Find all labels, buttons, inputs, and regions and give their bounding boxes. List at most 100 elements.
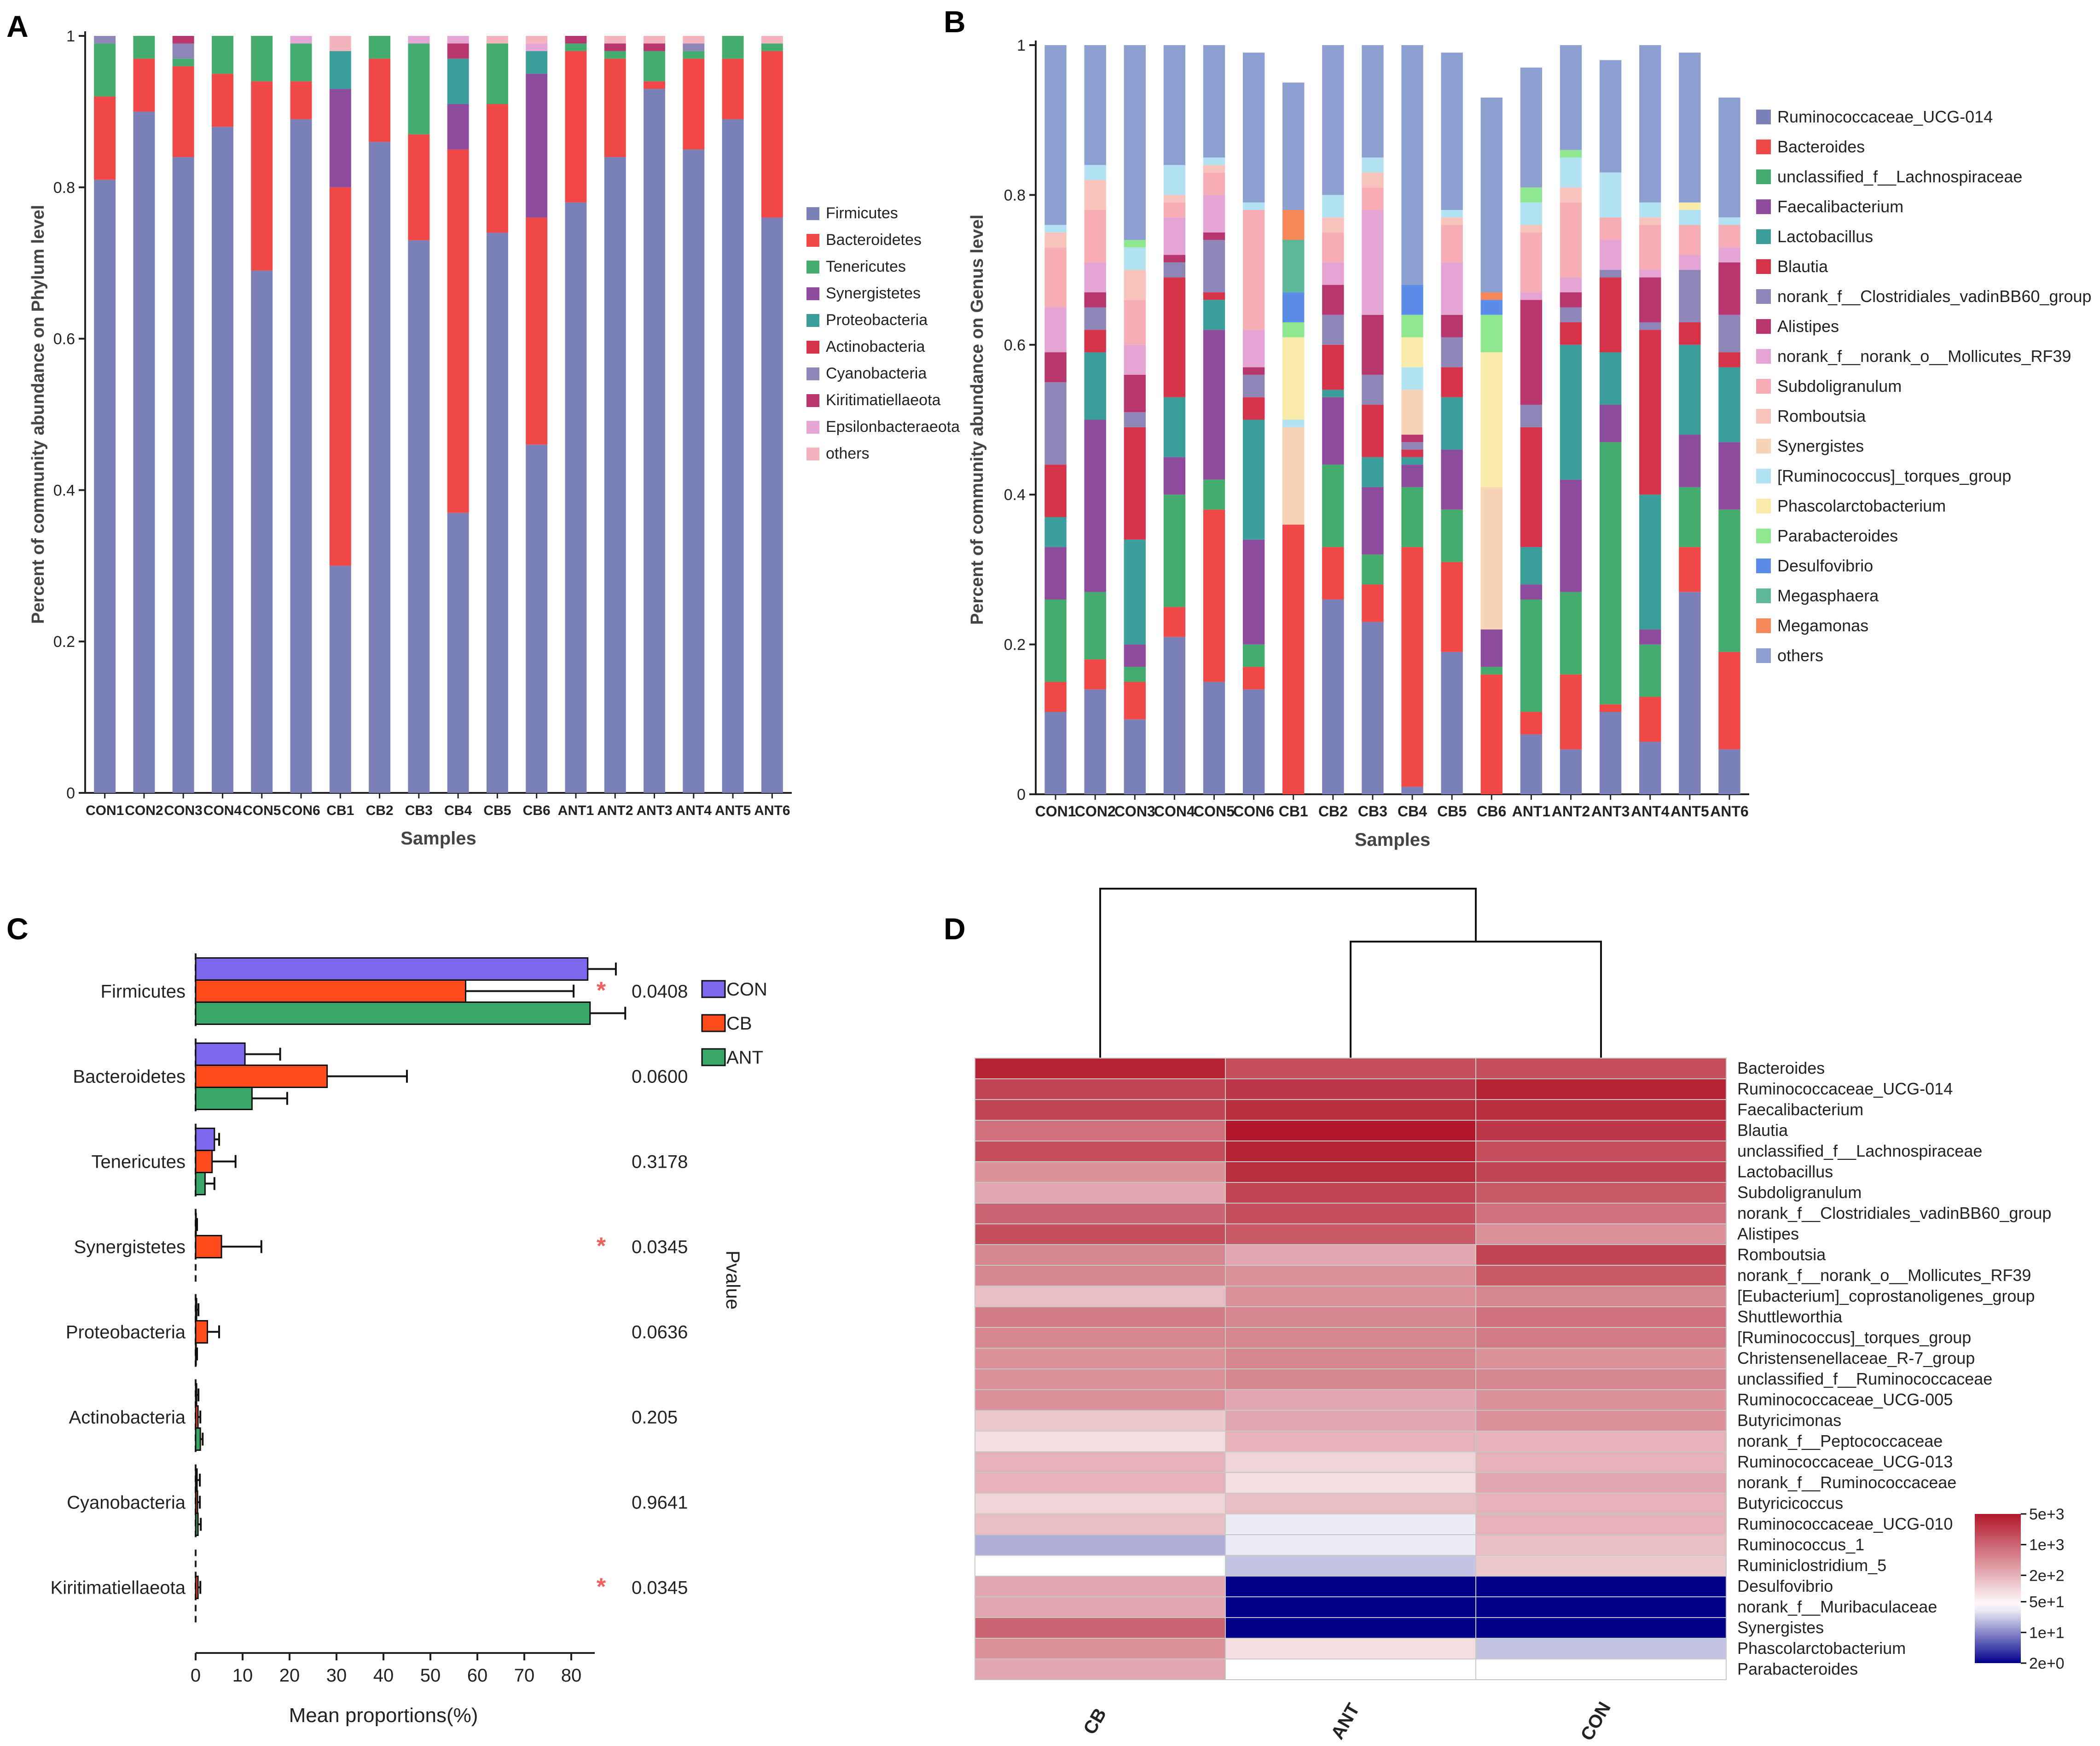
bar-segment-ant1-faecalibacterium: [1520, 584, 1543, 599]
x-tick-label-ant6: ANT6: [1710, 803, 1749, 820]
bar-segment-con3-kiritimatiellaeota: [172, 36, 194, 44]
heatmap-cell-butyricimonas-con: [1475, 1410, 1727, 1432]
legend-swatch-megamonas: [1756, 618, 1771, 633]
row-label-synergistes: Synergistes: [1737, 1618, 1824, 1637]
legend-label-faecalibacterium: Faecalibacterium: [1777, 197, 1903, 216]
bar-segment-ant4-unclassified-f-lachnospiraceae: [1639, 644, 1661, 697]
x-tick-label-cb5: CB5: [483, 803, 511, 818]
legend-label-epsilonbacteraeota: Epsilonbacteraeota: [826, 418, 960, 436]
heatmap-cell-ruminococcaceae-ucg-005-con: [1475, 1389, 1727, 1411]
y-tick-label: 0.4: [53, 482, 75, 499]
bar-segment-ant4-faecalibacterium: [1639, 629, 1661, 645]
legend-swatch-others: [806, 448, 819, 460]
heatmap-cell-blautia-cb: [975, 1120, 1226, 1141]
bar-segment-con3-others: [1124, 45, 1146, 240]
y-tick-label: 0.6: [1004, 337, 1026, 354]
category-label-firmicutes: Firmicutes: [101, 982, 186, 1002]
bar-segment-cb3-firmicutes: [408, 240, 430, 793]
heatmap-cell-norank-f-clostridiales-vadinbb60-group-con: [1475, 1203, 1727, 1224]
bar-segment-con1-firmicutes: [94, 180, 116, 793]
column-label-ant: ANT: [1327, 1700, 1363, 1743]
bar-segment-ant3-firmicutes: [644, 89, 665, 793]
heatmap-cell-bacteroides-ant: [1225, 1058, 1476, 1079]
heatmap-cell-shuttleworthia-ant: [1225, 1306, 1476, 1328]
bar-segment-con1-faecalibacterium: [1044, 547, 1067, 599]
bar-segment-con1-ruminococcaceae-ucg-014: [1044, 712, 1067, 794]
legend-label-desulfovibrio: Desulfovibrio: [1777, 556, 1873, 575]
bar-segment-cb4-parabacteroides: [1401, 314, 1423, 338]
panel-label-a: A: [6, 9, 29, 43]
bar-segment-ant4-norank-f-norank-o-mollicutes-rf39: [1639, 270, 1661, 278]
bar-segment-con3-bacteroidetes: [172, 66, 194, 157]
row-label-alistipes: Alistipes: [1737, 1224, 1799, 1243]
bar-segment-con5-ruminococcaceae-ucg-014: [1203, 681, 1225, 794]
bar-segment-cb4-lactobacillus: [1401, 457, 1423, 465]
x-tick-label-con1: CON1: [1035, 803, 1076, 820]
bar-segment-ant4-ruminococcus-torques-group: [1639, 202, 1661, 218]
bar-segment-ant2-parabacteroides: [1560, 150, 1582, 158]
category-label-proteobacteria: Proteobacteria: [66, 1322, 186, 1343]
row-label-bacteroides: Bacteroides: [1737, 1059, 1825, 1077]
heatmap-cell-phascolarctobacterium-cb: [975, 1638, 1226, 1659]
heatmap-cell-unclassified-f-lachnospiraceae-ant: [1225, 1141, 1476, 1162]
bar-segment-ant2-norank-f-norank-o-mollicutes-rf39: [1560, 277, 1582, 292]
bar-cyanobacteria-cb: [195, 1490, 198, 1514]
bar-segment-ant5-others: [1679, 52, 1701, 203]
y-tick-label: 1: [1017, 37, 1026, 54]
row-label-parabacteroides: Parabacteroides: [1737, 1659, 1858, 1678]
heatmap-cell-ruminiclostridium-5-cb: [975, 1555, 1226, 1577]
bar-segment-cb4-ruminococcaceae-ucg-014: [1401, 786, 1423, 794]
bar-segment-con5-unclassified-f-lachnospiraceae: [1203, 479, 1225, 510]
heatmap-cell-ruminococcaceae-ucg-010-ant: [1225, 1513, 1476, 1535]
category-label-tenericutes: Tenericutes: [91, 1152, 186, 1172]
bar-segment-con3-romboutsia: [1124, 270, 1146, 300]
x-tick-label-cb4: CB4: [1398, 803, 1427, 820]
bar-segment-cb4-bacteroidetes: [447, 149, 469, 513]
bar-segment-ant6-bacteroides: [1718, 652, 1740, 750]
x-tick-label-cb3: CB3: [405, 803, 433, 818]
x-tick-label-con3: CON3: [1114, 803, 1155, 820]
heatmap-cell-ruminococcaceae-ucg-014-ant: [1225, 1078, 1476, 1100]
heatmap-cell-desulfovibrio-cb: [975, 1576, 1226, 1597]
legend-label-others: others: [1777, 646, 1823, 665]
legend-label-others: others: [826, 445, 870, 462]
colorbar-label: 5e+1: [2029, 1594, 2065, 1611]
bar-segment-ant5-faecalibacterium: [1679, 435, 1701, 487]
x-axis-title: Samples: [1355, 830, 1431, 850]
heatmap-cell-ruminococcus-1-ant: [1225, 1534, 1476, 1556]
heatmap-cell-eubacterium-coprostanoligenes-group-con: [1475, 1286, 1727, 1307]
y-axis-title: Percent of community abundance on Phylum…: [29, 205, 48, 624]
bar-segment-ant1-lactobacillus: [1520, 547, 1543, 585]
heatmap-cell-norank-f-ruminococcaceae-cb: [975, 1472, 1226, 1494]
column-label-cb: CB: [1079, 1705, 1110, 1738]
bar-segment-cb1-phascolarctobacterium: [1282, 337, 1305, 420]
bar-segment-cb5-others: [486, 36, 508, 44]
bar-segment-con1-subdoligranulum: [1044, 247, 1067, 308]
bar-segment-ant6-bacteroidetes: [761, 51, 783, 218]
legend-swatch-others: [1756, 648, 1771, 663]
bar-segment-ant1-ruminococcaceae-ucg-014: [1520, 734, 1543, 794]
colorbar-label: 2e+0: [2029, 1655, 2065, 1672]
bar-cyanobacteria-ant: [195, 1513, 199, 1536]
bar-segment-ant4-norank-f-clostridiales-vadinbb60-group: [1639, 322, 1661, 330]
bar-segment-con3-norank-f-clostridiales-vadinbb60-group: [1124, 412, 1146, 427]
bar-segment-cb6-firmicutes: [526, 444, 548, 793]
bar-segment-con3-tenericutes: [172, 58, 194, 66]
column-label-con: CON: [1577, 1699, 1615, 1744]
heatmap-cell-butyricimonas-cb: [975, 1410, 1226, 1432]
legend-label-ruminococcaceae-ucg-014: Ruminococcaceae_UCG-014: [1777, 107, 1993, 126]
bar-segment-con5-faecalibacterium: [1203, 330, 1225, 480]
bar-segment-cb5-bacteroidetes: [486, 104, 508, 233]
heatmap-cell-norank-f-clostridiales-vadinbb60-group-ant: [1225, 1203, 1476, 1224]
heatmap-cell-norank-f-peptococcaceae-ant: [1225, 1431, 1476, 1452]
bar-segment-con2-alistipes: [1084, 292, 1106, 308]
bar-kiritimatiellaeota-cb: [195, 1576, 199, 1599]
heatmap-cell-butyricicoccus-con: [1475, 1493, 1727, 1514]
legend-swatch-norank-f-norank-o-mollicutes-rf39: [1756, 349, 1771, 364]
x-tick-label-con6: CON6: [1233, 803, 1274, 820]
bar-actinobacteria-ant: [195, 1427, 201, 1451]
x-tick-label-ant4: ANT4: [1631, 803, 1670, 820]
bar-segment-cb6-proteobacteria: [526, 51, 548, 74]
bar-segment-ant1-parabacteroides: [1520, 187, 1543, 203]
bar-segment-ant3-norank-f-clostridiales-vadinbb60-group: [1599, 270, 1622, 278]
